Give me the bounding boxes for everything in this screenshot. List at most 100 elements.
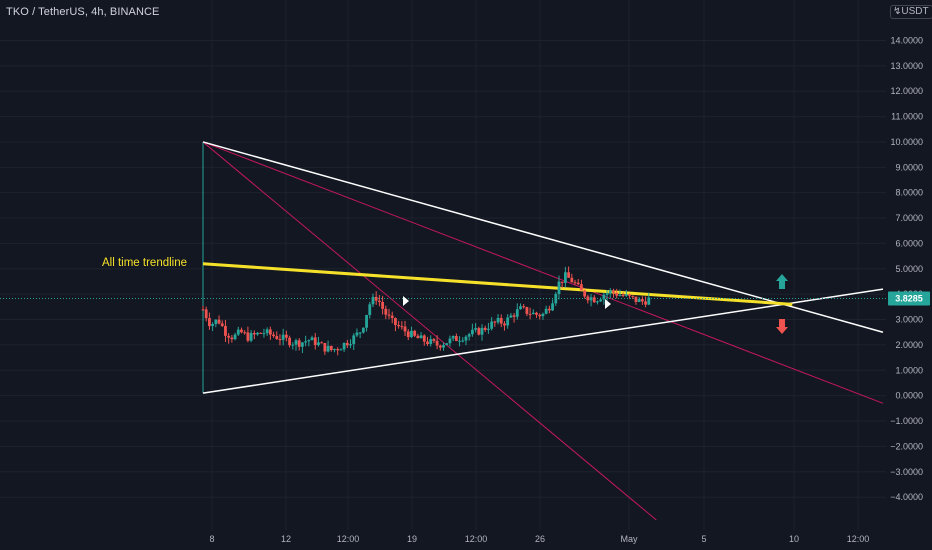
price-tick-label: 1.0000 — [895, 365, 923, 375]
price-tick-label: 6.0000 — [895, 238, 923, 248]
candle-body — [371, 296, 375, 305]
candle-body — [490, 321, 494, 329]
candle-body — [438, 345, 442, 348]
candle-body — [284, 334, 288, 338]
candle-body — [368, 304, 372, 316]
candle-body — [551, 303, 554, 311]
candle-body — [243, 332, 247, 334]
last-price-tag — [888, 291, 930, 306]
time-tick-label: 12:00 — [465, 534, 488, 544]
candle-body — [217, 319, 221, 324]
arrow-up-icon — [776, 274, 788, 289]
candle-body — [259, 332, 263, 334]
time-axis[interactable]: 8 12 12:00 19 12:00 26 May 5 10 12:00 — [209, 534, 869, 544]
candle-body — [410, 330, 413, 338]
price-tick-label: 9.0000 — [895, 162, 923, 172]
candle-body — [634, 296, 638, 302]
time-tick-label: 8 — [209, 534, 214, 544]
candle-body — [278, 339, 282, 341]
candle-body — [570, 277, 574, 283]
price-tick-label: 0.0000 — [895, 391, 923, 401]
candle-body — [413, 330, 417, 336]
candle-body — [538, 314, 542, 317]
candle-body — [236, 329, 240, 335]
candle-body — [624, 294, 628, 296]
candle-body — [307, 340, 311, 342]
candle-body — [580, 284, 583, 291]
candle-body — [554, 293, 558, 304]
candle-body — [631, 295, 635, 297]
fan-line-shallow — [202, 141, 884, 404]
candle-body — [352, 335, 356, 345]
candle-body — [637, 299, 641, 302]
candle-body — [576, 282, 580, 285]
candle-body — [374, 296, 378, 301]
fan-line-steep — [202, 141, 657, 521]
arrow-down-icon — [776, 319, 788, 334]
time-tick-label: 19 — [407, 534, 417, 544]
candle-body — [442, 345, 445, 348]
currency-icon: ↯ — [893, 6, 902, 17]
candle-body — [515, 309, 519, 317]
candle-body — [602, 294, 606, 300]
candle-body — [487, 328, 490, 330]
candle-body — [493, 321, 497, 323]
price-tick-label: −2.0000 — [890, 441, 923, 451]
play-marker-icon — [403, 296, 409, 306]
time-tick-label: 26 — [535, 534, 545, 544]
triangle-lower-line — [202, 288, 884, 394]
candle-body — [628, 294, 631, 296]
price-tick-label: 10.0000 — [890, 137, 923, 147]
candle-body — [246, 332, 250, 341]
candle-body — [519, 306, 522, 310]
candle-body — [509, 315, 513, 318]
candle-body — [596, 301, 599, 303]
symbol-title[interactable]: TKO / TetherUS, 4h, BINANCE — [6, 6, 160, 18]
candle-body — [355, 332, 359, 336]
candle-body — [644, 301, 647, 305]
candle-body — [547, 308, 551, 311]
candle-body — [249, 332, 253, 341]
price-tick-label: 5.0000 — [895, 264, 923, 274]
candle-body — [288, 337, 291, 346]
candle-body — [458, 340, 461, 342]
candle-body — [240, 329, 243, 333]
candle-body — [320, 342, 324, 344]
candle-body — [339, 349, 343, 351]
candle-body — [522, 306, 526, 308]
candle-body — [640, 299, 644, 302]
candle-body — [268, 329, 272, 335]
candle-body — [301, 342, 304, 347]
candle-body — [454, 336, 458, 341]
candle-body — [304, 341, 308, 343]
price-tick-label: 14.0000 — [890, 35, 923, 45]
candle-body — [429, 339, 433, 345]
price-axis[interactable]: 14.0000 13.0000 12.0000 11.0000 10.0000 9.000… — [888, 35, 930, 502]
currency-selector[interactable]: ↯USDT — [890, 5, 932, 19]
candle-body — [204, 309, 208, 319]
candle-body — [262, 333, 266, 335]
play-marker-icon — [605, 299, 611, 309]
candle-body — [265, 329, 269, 334]
candle-body — [535, 312, 538, 315]
time-tick-label: 5 — [701, 534, 706, 544]
price-tick-label: 8.0000 — [895, 188, 923, 198]
candle-body — [589, 297, 593, 301]
candle-body — [599, 299, 603, 302]
drawings — [0, 141, 886, 521]
candle-body — [358, 332, 362, 334]
price-tick-label: 13.0000 — [890, 61, 923, 71]
candle-body — [394, 317, 397, 325]
candle-body — [448, 338, 452, 344]
candle-body — [326, 345, 330, 352]
candle-body — [345, 342, 349, 346]
time-tick-label: 10 — [789, 534, 799, 544]
candle-body — [618, 294, 622, 296]
price-tick-label: −3.0000 — [890, 467, 923, 477]
time-tick-label: 12:00 — [337, 534, 360, 544]
candle-body — [227, 335, 231, 338]
candle-body — [419, 335, 423, 339]
candle-body — [608, 290, 612, 294]
